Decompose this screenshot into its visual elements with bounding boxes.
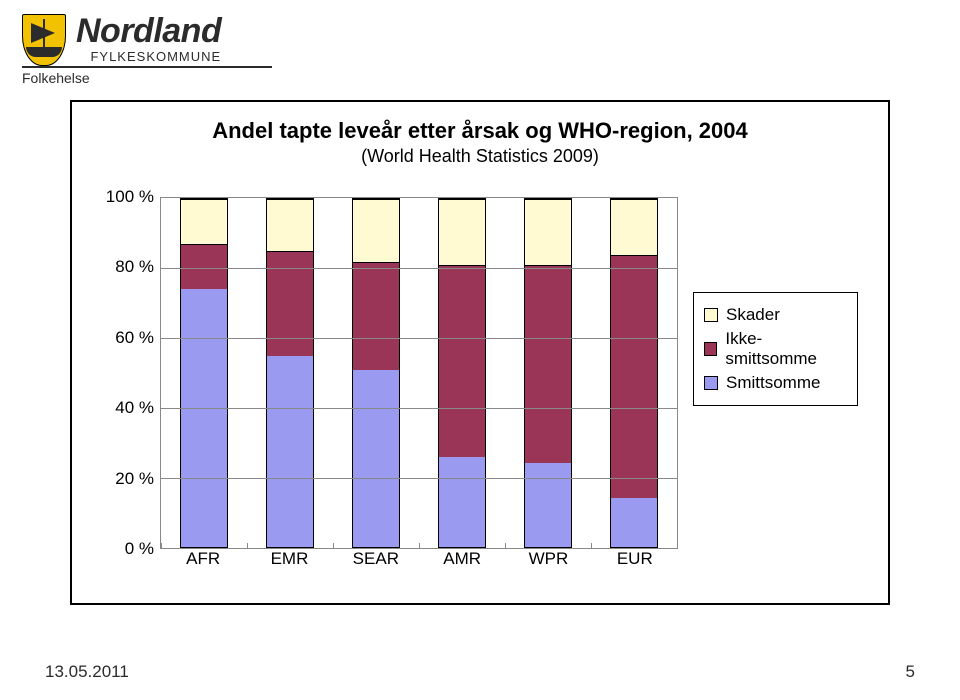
plot-area: 13 30 31 555770 [160, 197, 678, 549]
y-tick-label: 0 % [125, 539, 154, 559]
bar-slot: 70 [591, 198, 677, 548]
bar-slot: 31 [333, 198, 419, 548]
bar-segment-smittsomme [611, 498, 657, 547]
bar: 13 [180, 198, 228, 548]
shield-icon [22, 14, 66, 66]
legend-swatch [704, 308, 718, 322]
plot-wrap: 0 %20 %40 %60 %80 %100 % 133031555770 AF… [102, 197, 678, 573]
legend-label: Ikke-smittsomme [725, 329, 847, 369]
gridline [161, 338, 677, 339]
bar-segment-skader [181, 199, 227, 244]
bar-segment-smittsomme [353, 370, 399, 547]
chart-body: 0 %20 %40 %60 %80 %100 % 133031555770 AF… [102, 197, 868, 573]
bar-segment-ikke_smittsomme: 30 [267, 251, 313, 355]
legend-label: Skader [726, 305, 780, 325]
bar-segment-ikke_smittsomme: 55 [439, 265, 485, 456]
bar: 30 [266, 198, 314, 548]
y-axis: 0 %20 %40 %60 %80 %100 % [102, 197, 160, 549]
slide: { "brand": { "name": "Nordland", "sub": … [0, 0, 960, 700]
bar-slot: 57 [505, 198, 591, 548]
y-tick-label: 100 % [106, 187, 154, 207]
bar-segment-ikke_smittsomme: 70 [611, 255, 657, 499]
x-tick-label: AFR [160, 549, 246, 573]
footer-page: 5 [906, 662, 915, 682]
chart-frame: Andel tapte leveår etter årsak og WHO-re… [70, 100, 890, 605]
chart-title: Andel tapte leveår etter årsak og WHO-re… [72, 118, 888, 144]
bars-container: 13 30 31 555770 [161, 198, 677, 548]
x-tick-label: SEAR [333, 549, 419, 573]
brand-dept: Folkehelse [22, 66, 272, 86]
legend-swatch [704, 342, 717, 356]
x-tick-label: AMR [419, 549, 505, 573]
footer-date: 13.05.2011 [45, 662, 129, 682]
brand-name: Nordland [76, 14, 221, 48]
bar-segment-smittsomme [267, 356, 313, 547]
legend-row: Smittsomme [704, 373, 847, 393]
legend: Skader Ikke-smittsomme Smittsomme [693, 292, 858, 406]
brand-sub: FYLKESKOMMUNE [90, 50, 221, 63]
bar-segment-skader [353, 199, 399, 262]
bar-segment-smittsomme [525, 463, 571, 547]
y-tick-label: 60 % [115, 328, 154, 348]
gridline [161, 268, 677, 269]
bar: 31 [352, 198, 400, 548]
bar: 57 [524, 198, 572, 548]
bar-segment-smittsomme [181, 289, 227, 547]
bar-slot: 55 [419, 198, 505, 548]
x-tick-label: WPR [505, 549, 591, 573]
legend-swatch [704, 376, 718, 390]
bar-segment-ikke_smittsomme: 57 [525, 265, 571, 463]
gridline [161, 478, 677, 479]
legend-label: Smittsomme [726, 373, 820, 393]
bar-slot: 13 [161, 198, 247, 548]
brand-text: Nordland FYLKESKOMMUNE [76, 14, 221, 63]
footer: 13.05.2011 5 [45, 662, 915, 682]
bar-segment-skader [611, 199, 657, 255]
x-tick-label: EMR [246, 549, 332, 573]
bar: 70 [610, 198, 658, 548]
gridline [161, 408, 677, 409]
y-tick-label: 80 % [115, 257, 154, 277]
brand-header: Nordland FYLKESKOMMUNE [22, 14, 221, 66]
y-tick-label: 20 % [115, 469, 154, 489]
chart-subtitle: (World Health Statistics 2009) [72, 146, 888, 167]
bar-segment-skader [525, 199, 571, 265]
legend-row: Skader [704, 305, 847, 325]
bar-segment-ikke_smittsomme: 31 [353, 262, 399, 370]
bar-segment-skader [439, 199, 485, 265]
legend-row: Ikke-smittsomme [704, 329, 847, 369]
x-tick-label: EUR [592, 549, 678, 573]
x-axis: AFREMRSEARAMRWPREUR [160, 549, 678, 573]
bar-segment-smittsomme [439, 457, 485, 547]
bar-segment-ikke_smittsomme: 13 [181, 244, 227, 289]
y-tick-label: 40 % [115, 398, 154, 418]
bar-slot: 30 [247, 198, 333, 548]
bar: 55 [438, 198, 486, 548]
bar-segment-skader [267, 199, 313, 251]
